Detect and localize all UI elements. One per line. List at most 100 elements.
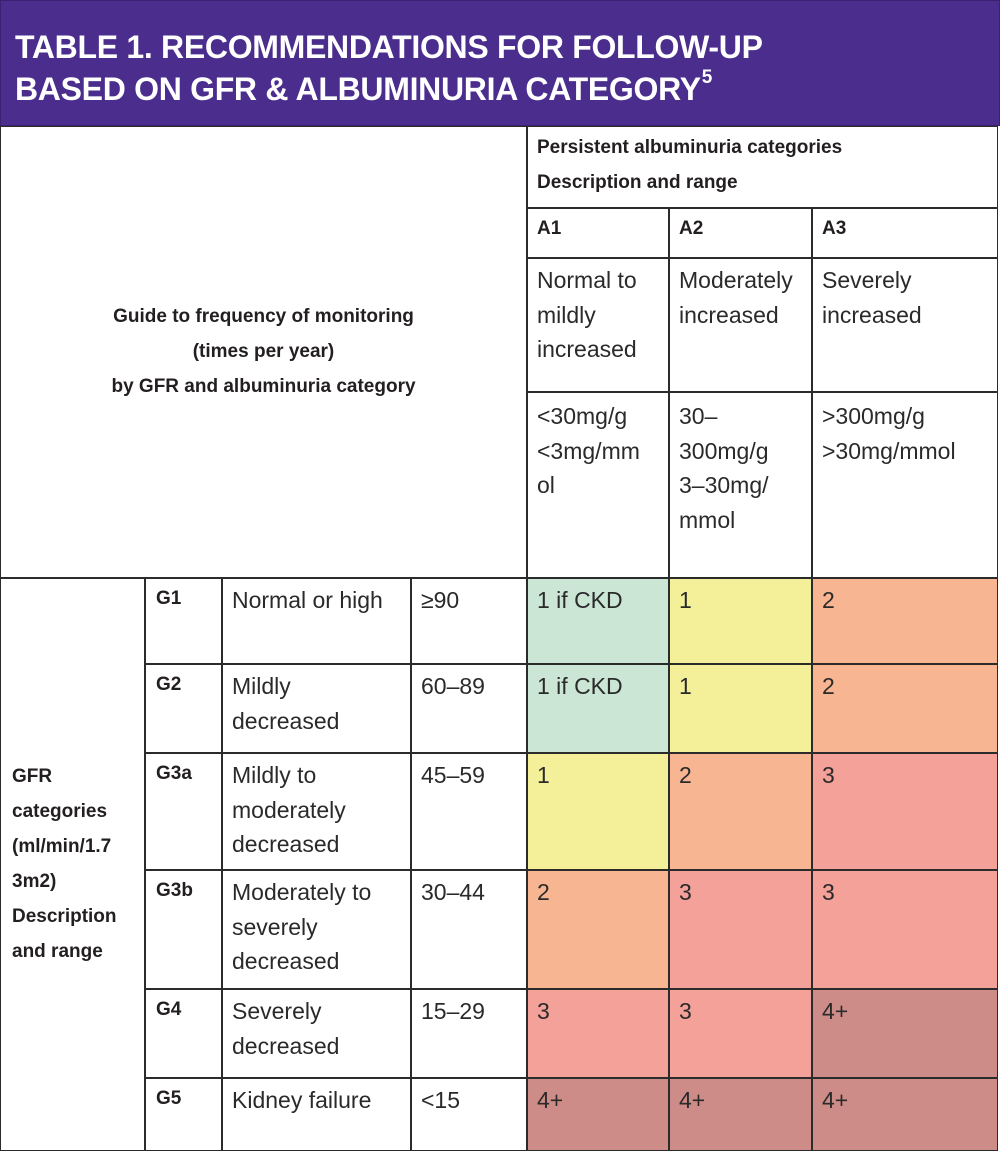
monitoring-value-line: 2 — [822, 673, 835, 699]
gfr-desc-text-line: Mildly — [232, 673, 291, 699]
albuminuria-desc-text: Severely increased — [822, 263, 922, 332]
monitoring-value-line: 3 — [822, 762, 835, 788]
albuminuria-desc-text-line: increased — [537, 336, 637, 362]
gfr-range-text: 15–29 — [421, 994, 485, 1029]
gfr-categories-text-line: categories — [12, 801, 108, 822]
gfr-range-g2: 60–89 — [411, 664, 527, 753]
albuminuria-range-text-line: >30mg/mmol — [822, 437, 956, 464]
monitoring-cell-g2-a2: 1 — [669, 664, 812, 753]
monitoring-value: 4+ — [822, 1083, 848, 1118]
gfr-code-g3a: G3a — [145, 753, 222, 870]
monitoring-cell-g1-a1: 1 if CKD — [527, 578, 669, 664]
albuminuria-range-text: >300mg/g >30mg/mmol — [822, 399, 956, 468]
albuminuria-range-text-line: <30mg/g — [537, 403, 628, 429]
albuminuria-code-text: A1 — [537, 211, 561, 246]
gfr-range-text-line: <15 — [421, 1087, 461, 1113]
albuminuria-code-text-line: A2 — [679, 218, 704, 239]
gfr-range-text: 45–59 — [421, 758, 485, 793]
albuminuria-desc-text-line: Normal to — [537, 267, 637, 293]
gfr-desc-text-line: Normal or high — [232, 587, 383, 613]
gfr-desc-g3a: Mildly to moderately decreased — [222, 753, 411, 870]
gfr-categories-text-line: (ml/min/1.7 — [12, 836, 112, 857]
table-title-line-2-text: BASED ON GFR & ALBUMINURIA CATEGORY — [15, 71, 701, 107]
albuminuria-range-text: 30– 300mg/g 3–30mg/mmol — [679, 399, 769, 537]
albuminuria-code-a2: A2 — [669, 208, 812, 258]
albuminuria-desc-a1: Normal to mildly increased — [527, 258, 669, 392]
albuminuria-range-text-line: 30– — [679, 403, 718, 429]
albuminuria-header: Persistent albuminuria categories Descrip… — [527, 126, 998, 208]
albuminuria-range-a2: 30– 300mg/g 3–30mg/mmol — [669, 392, 812, 578]
gfr-desc-g4: Severely decreased — [222, 989, 411, 1078]
albuminuria-code-a1: A1 — [527, 208, 669, 258]
gfr-code-text-line: G5 — [156, 1088, 182, 1109]
guide-text: Guide to frequency of monitoring (times p… — [1, 299, 526, 404]
monitoring-value: 2 — [822, 669, 835, 704]
albuminuria-desc-a3: Severely increased — [812, 258, 998, 392]
monitoring-value-line: 3 — [537, 998, 550, 1024]
albuminuria-range-text-line: ol — [537, 472, 555, 498]
monitoring-value-line: 3 — [679, 879, 692, 905]
monitoring-value: 2 — [822, 583, 835, 618]
gfr-desc-text: Mildly decreased — [232, 669, 339, 738]
gfr-desc-g3b: Moderately to severely decreased — [222, 870, 411, 989]
gfr-code-text: G5 — [156, 1081, 181, 1116]
monitoring-value: 1 if CKD — [537, 669, 623, 704]
gfr-desc-text-line: decreased — [232, 707, 340, 734]
table-title-line-2: BASED ON GFR & ALBUMINURIA CATEGORY5 — [15, 67, 712, 108]
monitoring-value: 1 — [679, 583, 692, 618]
albuminuria-desc-a2: Moderately increased — [669, 258, 812, 392]
albuminuria-range-a1: <30mg/g <3mg/mm ol — [527, 392, 669, 578]
monitoring-cell-g3a-a1: 1 — [527, 753, 669, 870]
title-banner: TABLE 1. RECOMMENDATIONS FOR FOLLOW-UP B… — [0, 0, 1000, 126]
gfr-range-text-line: 30–44 — [421, 879, 485, 905]
gfr-desc-g1: Normal or high — [222, 578, 411, 664]
albuminuria-header-text-line: Persistent albuminuria categories — [537, 137, 843, 158]
gfr-categories-text-line: and range — [12, 941, 103, 962]
monitoring-cell-g1-a2: 1 — [669, 578, 812, 664]
albuminuria-range-text-line: >300mg/g — [822, 403, 925, 429]
monitoring-cell-g4-a3: 4+ — [812, 989, 998, 1078]
gfr-code-g1: G1 — [145, 578, 222, 664]
albuminuria-code-text: A2 — [679, 211, 703, 246]
albuminuria-code-text-line: A3 — [822, 218, 847, 239]
gfr-desc-text-line: Severely — [232, 998, 322, 1024]
monitoring-value-line: 1 if CKD — [537, 673, 623, 699]
albuminuria-code-text-line: A1 — [537, 218, 562, 239]
monitoring-value: 1 — [679, 669, 692, 704]
monitoring-value-line: 3 — [679, 998, 692, 1024]
gfr-desc-text-line: decreased — [232, 948, 340, 974]
gfr-range-text: 30–44 — [421, 875, 485, 910]
guide-text-line: Guide to frequency of monitoring — [113, 306, 414, 327]
monitoring-value-line: 4+ — [537, 1087, 564, 1113]
albuminuria-range-text-line: <3mg/mm — [537, 437, 640, 464]
gfr-range-text-line: 15–29 — [421, 998, 485, 1024]
albuminuria-range-text: <30mg/g <3mg/mm ol — [537, 399, 640, 503]
monitoring-value-line: 1 — [537, 762, 550, 788]
monitoring-cell-g5-a1: 4+ — [527, 1078, 669, 1151]
albuminuria-desc-text-line: increased — [822, 301, 922, 328]
monitoring-value-line: 2 — [679, 762, 692, 788]
gfr-categories-text: GFR categories (ml/min/1.7 3m2) Description a… — [12, 759, 117, 969]
table-title-line-1: TABLE 1. RECOMMENDATIONS FOR FOLLOW-UP — [15, 29, 763, 65]
monitoring-value-line: 4+ — [822, 998, 849, 1024]
monitoring-cell-g2-a1: 1 if CKD — [527, 664, 669, 753]
gfr-code-text-line: G2 — [156, 674, 182, 695]
monitoring-cell-g3a-a3: 3 — [812, 753, 998, 870]
albuminuria-desc-text: Normal to mildly increased — [537, 263, 637, 367]
gfr-code-text-line: G1 — [156, 588, 182, 609]
gfr-code-g2: G2 — [145, 664, 222, 753]
albuminuria-range-text-line: mmol — [679, 506, 736, 533]
gfr-range-g3a: 45–59 — [411, 753, 527, 870]
albuminuria-desc-text-line: Moderately — [679, 267, 793, 293]
albuminuria-range-text-line: 300mg/g — [679, 437, 769, 464]
albuminuria-range-text-line: 3–30mg/ — [679, 472, 769, 498]
gfr-range-g4: 15–29 — [411, 989, 527, 1078]
gfr-code-text: G1 — [156, 581, 181, 616]
monitoring-value: 2 — [537, 875, 550, 910]
monitoring-value-line: 1 if CKD — [537, 587, 623, 613]
gfr-range-text-line: 45–59 — [421, 762, 485, 788]
monitoring-value: 3 — [679, 875, 692, 910]
guide-text-line: by GFR and albuminuria category — [111, 376, 416, 397]
monitoring-cell-g4-a2: 3 — [669, 989, 812, 1078]
monitoring-value: 4+ — [822, 994, 848, 1029]
